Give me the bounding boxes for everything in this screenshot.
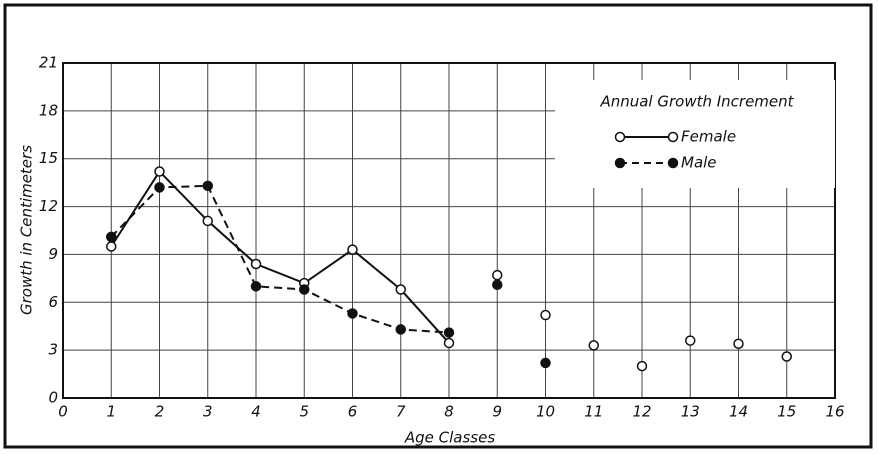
data-point: [395, 324, 406, 335]
x-tick-label: 3: [203, 403, 213, 421]
y-tick-label: 12: [39, 197, 58, 215]
data-point: [202, 215, 213, 227]
x-tick-label: 9: [492, 403, 502, 421]
data-point: [588, 340, 599, 351]
data-point: [443, 337, 455, 349]
data-point: [685, 335, 696, 346]
x-tick-label: 1: [106, 403, 116, 421]
legend-box: [555, 80, 835, 188]
data-point: [106, 241, 117, 252]
x-tick-label: 2: [155, 403, 165, 421]
y-axis-label: Growth in Centimeters: [18, 145, 36, 315]
y-tick-label: 15: [39, 149, 58, 167]
x-tick-label: 12: [632, 403, 651, 421]
series-line: [110, 169, 450, 344]
x-tick-label: 14: [729, 403, 748, 421]
data-point: [106, 231, 117, 243]
data-point: [733, 338, 744, 350]
y-tick-label: 21: [39, 54, 58, 72]
x-tick-label: 13: [681, 403, 700, 421]
x-tick-label: 4: [251, 403, 261, 421]
y-tick-label: 0: [48, 389, 58, 407]
data-point: [154, 182, 165, 193]
data-point: [347, 308, 358, 319]
y-tick-label: 3: [48, 341, 58, 359]
x-tick-label: 5: [299, 403, 309, 421]
legend-label: Male: [681, 154, 717, 172]
x-axis-label: Age Classes: [404, 429, 495, 447]
legend-marker: [614, 157, 626, 169]
legend-marker: [667, 131, 679, 143]
data-point: [540, 309, 551, 321]
frame: [3, 3, 873, 449]
data-point: [443, 327, 455, 338]
plot-border: [62, 62, 836, 399]
y-tick-label: 6: [48, 293, 58, 311]
data-point: [154, 166, 165, 177]
x-tick-label: 8: [444, 403, 454, 421]
y-tick-label: 9: [48, 245, 58, 263]
series-line: [110, 184, 450, 334]
data-point: [395, 284, 406, 295]
data-point: [540, 357, 551, 369]
x-tick-label: 15: [777, 403, 796, 421]
x-tick-label: 6: [348, 403, 358, 421]
data-point: [492, 279, 503, 290]
x-tick-label: 7: [396, 403, 406, 421]
legend-label: Female: [681, 128, 736, 146]
x-tick-label: 11: [584, 403, 603, 421]
x-tick-label: 0: [58, 403, 68, 421]
y-tick-label: 18: [39, 101, 58, 119]
data-point: [636, 360, 648, 372]
data-point: [492, 269, 503, 281]
data-point: [347, 244, 358, 255]
x-tick-label: 16: [825, 403, 844, 421]
legend-title: Annual Growth Increment: [599, 93, 794, 111]
data-point: [250, 258, 262, 270]
legend-marker: [667, 157, 679, 169]
data-point: [781, 351, 792, 362]
x-tick-label: 10: [536, 403, 555, 421]
data-point: [202, 180, 213, 192]
data-point: [299, 284, 310, 295]
data-point: [250, 281, 262, 292]
legend-marker: [614, 131, 626, 143]
